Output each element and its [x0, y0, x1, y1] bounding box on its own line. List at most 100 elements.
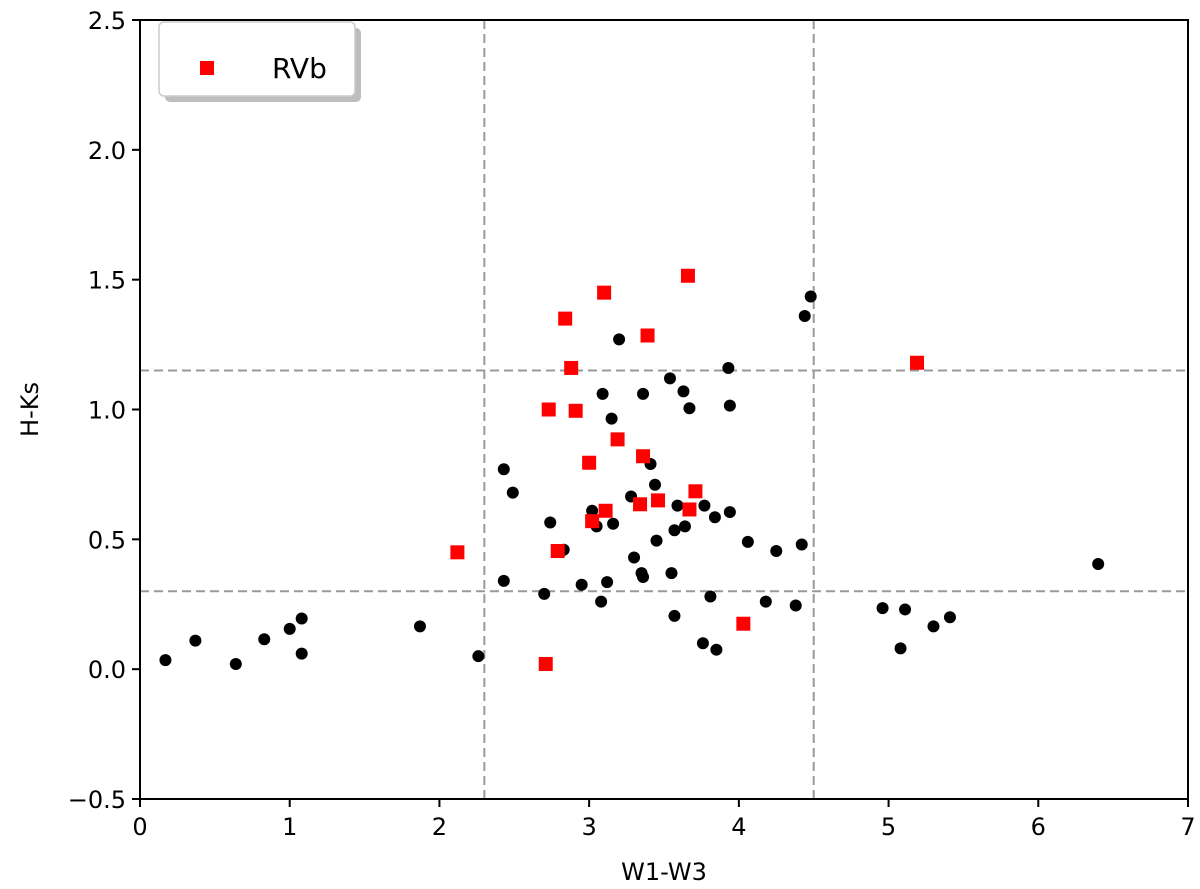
data-point-rvb [598, 503, 613, 518]
x-tick-label: 4 [731, 813, 746, 841]
data-point-rvb [538, 656, 553, 671]
data-point [159, 654, 172, 667]
data-point [575, 578, 588, 591]
data-point [497, 463, 510, 476]
legend-marker-rvb [200, 61, 214, 75]
x-tick-label: 0 [132, 813, 147, 841]
x-tick-label: 2 [432, 813, 447, 841]
data-point [586, 504, 599, 517]
y-tick-label: −0.5 [68, 786, 126, 814]
data-point [668, 524, 681, 537]
data-point [258, 633, 271, 646]
data-point [595, 595, 608, 608]
data-point-rvb [450, 545, 465, 560]
data-point [229, 657, 242, 670]
data-point [770, 545, 783, 558]
data-point-rvb [564, 360, 579, 375]
data-point [613, 333, 626, 346]
data-point [544, 516, 557, 529]
data-point [704, 590, 717, 603]
data-point [795, 538, 808, 551]
data-point [295, 612, 308, 625]
data-point [637, 570, 650, 583]
data-point-rvb [640, 328, 655, 343]
data-point-rvb [610, 432, 625, 447]
x-tick-label: 5 [881, 813, 896, 841]
data-point [472, 650, 485, 663]
x-tick-label: 6 [1031, 813, 1046, 841]
x-tick-label: 3 [582, 813, 597, 841]
data-point-rvb [633, 497, 648, 512]
y-tick-label: 1.5 [88, 267, 126, 295]
x-axis-label: W1-W3 [621, 858, 707, 886]
data-point-rvb [651, 493, 666, 508]
data-point [506, 486, 519, 499]
series-rvb [450, 268, 925, 671]
data-point [759, 595, 772, 608]
reference-lines [140, 20, 1188, 799]
data-point [943, 611, 956, 624]
data-point [668, 609, 681, 622]
y-tick-label: 2.0 [88, 137, 126, 165]
data-point [804, 290, 817, 303]
y-axis-ticks: −0.5 0.0 0.5 1.0 1.5 2.0 2.5 [68, 7, 140, 814]
plot-frame [139, 19, 1189, 800]
data-point [723, 506, 736, 519]
x-tick-label: 7 [1180, 813, 1195, 841]
data-point-rvb [682, 502, 697, 517]
data-point [696, 637, 709, 650]
legend: RVb [158, 21, 361, 102]
data-point [650, 534, 663, 547]
data-point-rvb [541, 402, 556, 417]
data-point-rvb [582, 455, 597, 470]
data-point [663, 372, 676, 385]
data-point-rvb [680, 268, 695, 283]
data-point-rvb [585, 514, 600, 529]
data-point [708, 511, 721, 524]
data-point-rvb [910, 355, 925, 370]
y-tick-label: 2.5 [88, 7, 126, 35]
y-tick-label: 0.0 [88, 656, 126, 684]
data-point [601, 576, 614, 589]
x-tick-label: 1 [282, 813, 297, 841]
y-tick-label: 1.0 [88, 397, 126, 425]
data-point [605, 412, 618, 425]
data-point [671, 499, 684, 512]
data-point [876, 602, 889, 615]
data-point [927, 620, 940, 633]
data-point-rvb [688, 484, 703, 499]
data-point [894, 642, 907, 655]
data-point [628, 551, 641, 564]
data-point [295, 647, 308, 660]
data-point [1092, 558, 1105, 571]
data-point-rvb [636, 449, 651, 464]
data-point [665, 567, 678, 580]
data-point [710, 643, 723, 656]
data-point [789, 599, 802, 612]
data-point-rvb [558, 311, 573, 326]
data-point-rvb [568, 403, 583, 418]
legend-label-rvb: RVb [272, 52, 327, 85]
data-point [538, 587, 551, 600]
data-point [649, 478, 662, 491]
data-point [722, 361, 735, 374]
y-tick-label: 0.5 [88, 526, 126, 554]
data-point [723, 399, 736, 412]
data-point [683, 402, 696, 415]
data-point [283, 622, 296, 635]
data-point [899, 603, 912, 616]
data-point [189, 634, 202, 647]
data-point-rvb [736, 616, 751, 631]
x-axis-ticks: 0 1 2 3 4 5 6 7 [132, 799, 1196, 841]
data-point [607, 517, 620, 530]
data-point-rvb [597, 285, 612, 300]
y-axis-label: H-Ks [16, 382, 44, 437]
data-point [678, 520, 691, 533]
data-point [497, 574, 510, 587]
series-non-rvb [159, 290, 1105, 670]
data-point [741, 535, 754, 548]
legend-box [158, 21, 356, 97]
data-point [698, 499, 711, 512]
data-point-rvb [550, 544, 565, 559]
